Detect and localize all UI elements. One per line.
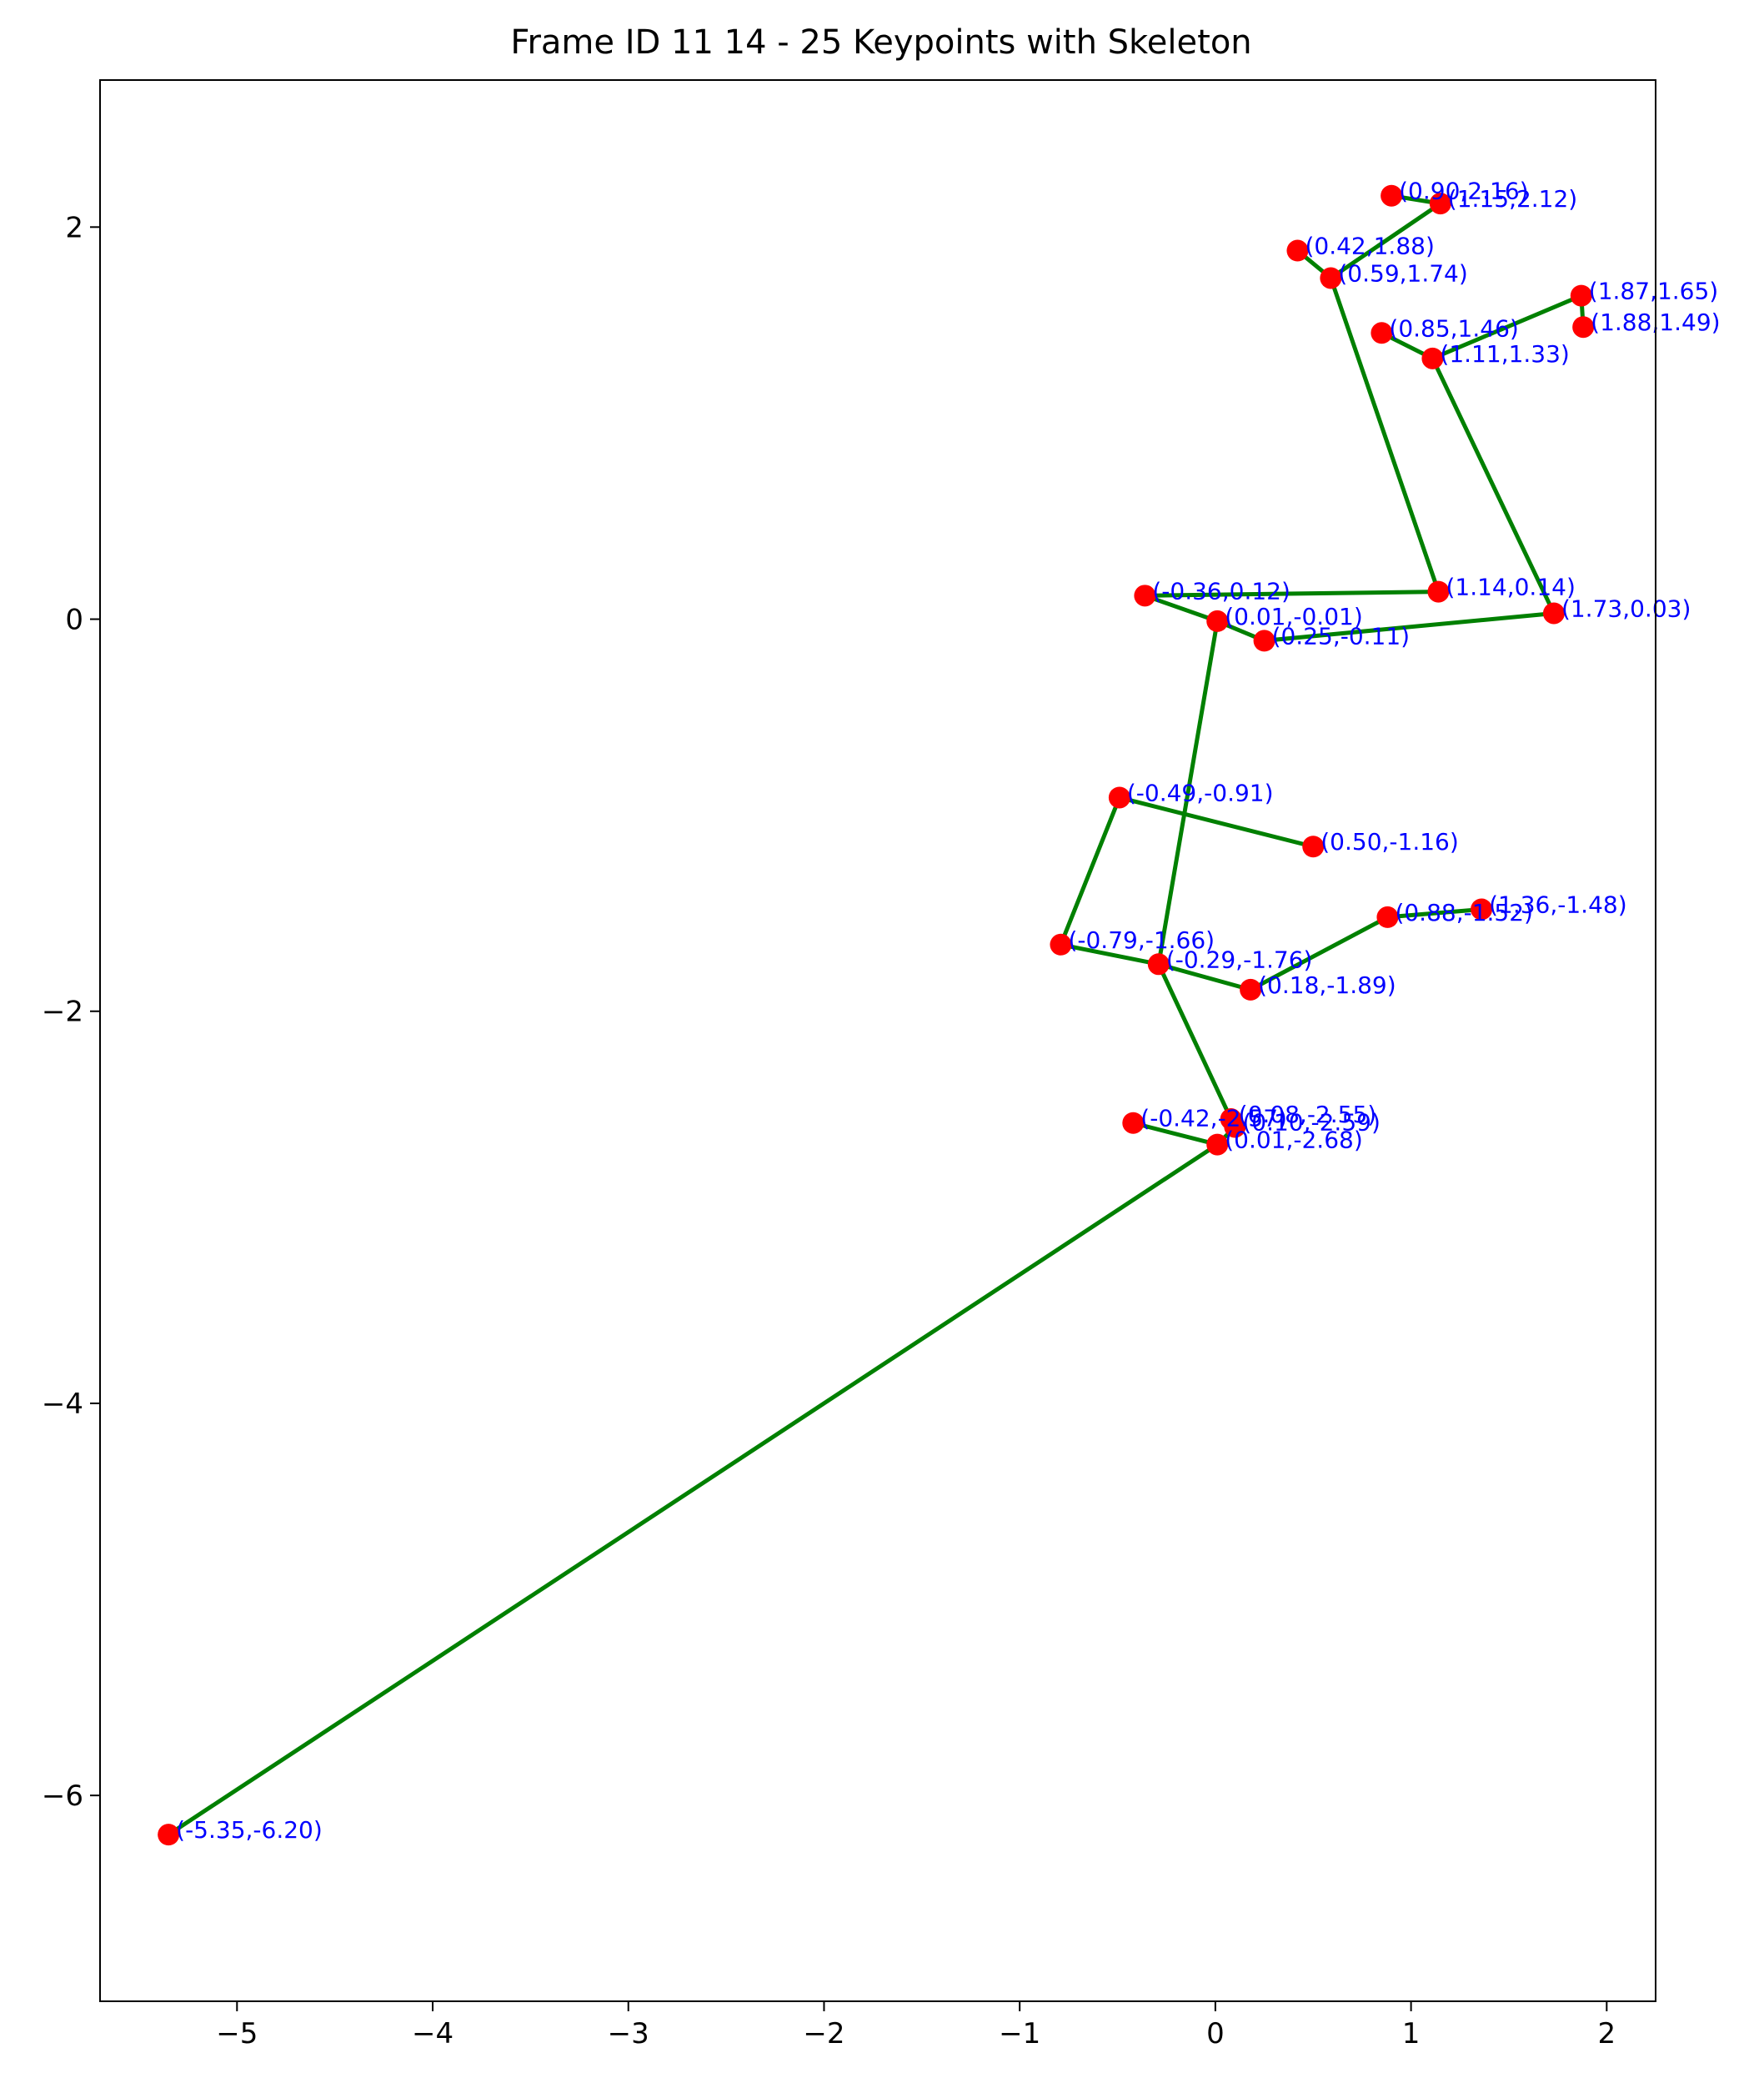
keypoint-label: (0.01,-2.68) bbox=[1225, 1127, 1363, 1154]
keypoint-label: (1.87,1.65) bbox=[1589, 278, 1718, 305]
keypoint-label: (0.85,1.46) bbox=[1389, 314, 1518, 342]
keypoint-label: (-0.29,-1.76) bbox=[1166, 946, 1313, 973]
x-tick-label: −5 bbox=[216, 2017, 258, 2050]
skeleton-edge bbox=[166, 1142, 1220, 1837]
skeleton-edge bbox=[1142, 590, 1441, 598]
keypoint-marker bbox=[1122, 1112, 1145, 1134]
keypoint-marker bbox=[1050, 933, 1072, 956]
keypoint-marker bbox=[1376, 906, 1399, 928]
x-tick-label: 1 bbox=[1402, 2017, 1421, 2050]
keypoint-marker bbox=[1286, 239, 1309, 262]
x-tick-label: 2 bbox=[1598, 2017, 1616, 2050]
keypoint-label: (-0.36,0.12) bbox=[1152, 577, 1290, 605]
keypoint-marker bbox=[1429, 193, 1451, 215]
keypoint-label: (-0.42,-2.57) bbox=[1140, 1105, 1287, 1132]
y-tick-label: −6 bbox=[42, 1779, 83, 1813]
skeleton-edge bbox=[1130, 1121, 1220, 1147]
keypoint-marker bbox=[1381, 184, 1403, 207]
keypoint-marker bbox=[1320, 267, 1342, 289]
keypoint-marker bbox=[1570, 284, 1592, 307]
keypoint-marker bbox=[1421, 347, 1444, 369]
plot-area-frame bbox=[99, 79, 1656, 2002]
keypoint-label: (0.18,-1.89) bbox=[1258, 971, 1396, 999]
x-tick-label: −1 bbox=[999, 2017, 1040, 2050]
keypoint-label: (1.14,0.14) bbox=[1446, 574, 1575, 601]
keypoint-label: (-0.79,-1.66) bbox=[1068, 926, 1215, 954]
skeleton-edge bbox=[1262, 610, 1556, 643]
axis-ticks: −5 −4 −3 −2 −1 0 1 2 −6 −4 −2 0 2 bbox=[42, 211, 1616, 2050]
keypoint-label: (0.50,-1.16) bbox=[1320, 828, 1459, 856]
keypoint-marker bbox=[1371, 322, 1393, 344]
keypoint-label: (1.36,-1.48) bbox=[1489, 891, 1627, 918]
y-tick-label: −2 bbox=[42, 996, 83, 1029]
keypoint-labels: (-5.35,-6.20)(0.01,-2.68)(-0.42,-2.57)(0… bbox=[176, 178, 1720, 1844]
x-tick-label: −2 bbox=[803, 2017, 844, 2050]
keypoint-marker bbox=[1427, 580, 1450, 603]
keypoint-label: (-0.49,-0.91) bbox=[1127, 779, 1274, 806]
skeleton-edge bbox=[1328, 201, 1443, 280]
keypoint-marker bbox=[1302, 836, 1325, 858]
keypoint-marker bbox=[1206, 1133, 1229, 1156]
keypoint-label: (-5.35,-6.20) bbox=[176, 1816, 323, 1844]
keypoint-label: (0.10,-2.59) bbox=[1242, 1108, 1381, 1136]
keypoint-marker bbox=[1542, 602, 1565, 625]
keypoint-label: (1.73,0.03) bbox=[1561, 595, 1691, 622]
keypoint-marker bbox=[1471, 898, 1493, 921]
y-tick-label: −4 bbox=[42, 1388, 83, 1421]
skeleton-edge bbox=[1385, 906, 1484, 920]
keypoint-marker bbox=[1240, 978, 1262, 1001]
keypoint-marker bbox=[1134, 585, 1156, 607]
y-tick-label: 0 bbox=[65, 604, 83, 637]
skeleton-edge bbox=[1058, 795, 1122, 947]
skeleton-edge bbox=[1156, 619, 1220, 966]
skeleton-edge bbox=[1117, 795, 1315, 849]
skeleton-edge bbox=[1156, 961, 1253, 992]
keypoint-label: (0.90,2.16) bbox=[1399, 178, 1528, 205]
keypoint-marker bbox=[158, 1824, 180, 1846]
keypoint-marker bbox=[1108, 786, 1130, 809]
chart-title: Frame ID 11 14 - 25 Keypoints with Skele… bbox=[510, 23, 1251, 62]
x-tick-label: 0 bbox=[1206, 2017, 1225, 2050]
skeleton-edge bbox=[1430, 294, 1584, 361]
keypoint-label: (0.59,1.74) bbox=[1338, 259, 1467, 287]
keypoint-label: (0.08,-2.55) bbox=[1239, 1101, 1377, 1128]
keypoint-marker bbox=[1253, 630, 1275, 652]
keypoint-label: (0.88,-1.52) bbox=[1395, 899, 1533, 926]
skeleton-edges bbox=[166, 193, 1586, 1837]
y-tick-label: 2 bbox=[65, 211, 83, 244]
skeleton-edge bbox=[1156, 961, 1234, 1122]
keypoint-label: (1.11,1.33) bbox=[1440, 340, 1569, 368]
keypoint-label: (0.42,1.88) bbox=[1305, 233, 1434, 260]
skeleton-edge bbox=[1328, 275, 1441, 595]
keypoint-label: (0.01,-0.01) bbox=[1225, 603, 1363, 630]
skeleton-edge bbox=[1058, 942, 1161, 966]
skeleton-edge bbox=[1142, 593, 1220, 624]
keypoint-marker bbox=[1147, 953, 1170, 976]
keypoints bbox=[158, 184, 1595, 1846]
x-tick-label: −3 bbox=[608, 2017, 649, 2050]
keypoint-marker bbox=[1572, 316, 1595, 339]
keypoint-label: (1.15,2.12) bbox=[1448, 185, 1577, 213]
keypoint-marker bbox=[1206, 610, 1229, 632]
keypoint-label: (0.25,-0.11) bbox=[1272, 622, 1411, 650]
x-tick-label: −4 bbox=[412, 2017, 454, 2050]
skeleton-edge bbox=[1430, 356, 1556, 615]
skeleton-edge bbox=[1248, 915, 1390, 992]
keypoint-marker bbox=[1220, 1108, 1242, 1131]
